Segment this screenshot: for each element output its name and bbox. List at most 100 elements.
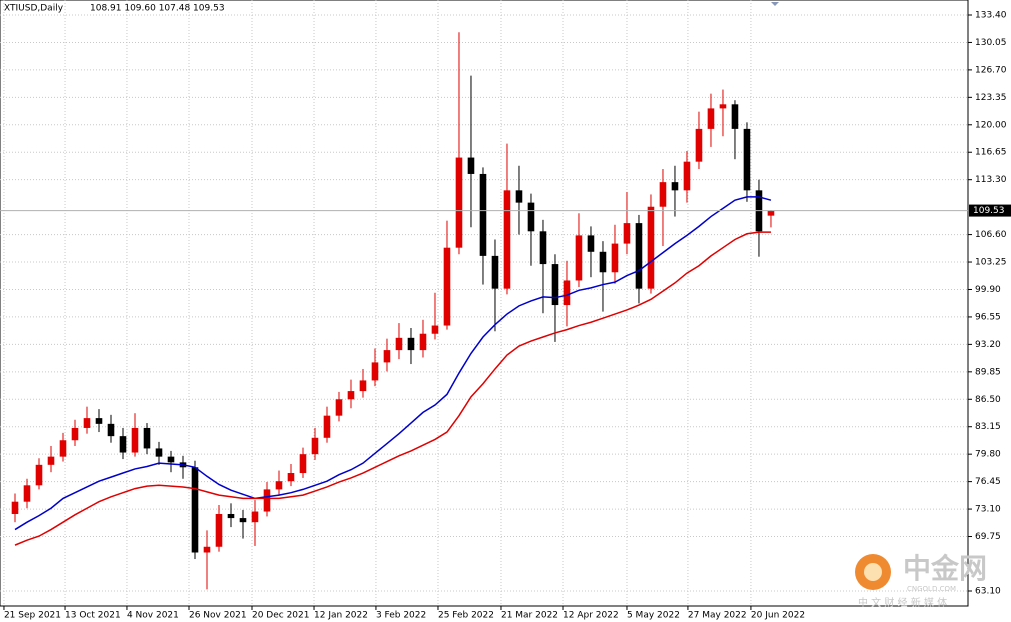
candle-body [419,333,427,351]
y-tick-label: 116.65 [975,148,1007,158]
candle-body [11,501,19,514]
candle-body [371,362,379,381]
candle-body [503,190,511,289]
y-tick-label: 120.00 [975,120,1007,130]
candle-body [551,264,559,306]
candle-body [707,108,715,129]
x-tick-label: 4 Nov 2021 [127,611,179,621]
candle-body [227,513,235,519]
candle-body [407,337,415,351]
candle-body [671,182,679,191]
x-tick-label: 20 Jun 2022 [751,611,805,621]
candle-body [431,325,439,334]
x-tick-label: 12 Jan 2022 [314,611,368,621]
candle-body [383,350,391,363]
candle-body [623,223,631,244]
x-tick-label: 26 Nov 2021 [189,611,247,621]
candle-body [515,190,523,203]
watermark: 中金网 CNGOLD.COM 中 文 财 经 新 媒 体 [855,552,987,609]
candle-body [455,157,463,248]
candle-body [167,456,175,463]
y-tick-label: 83.15 [975,422,1001,432]
y-tick-label: 130.05 [975,38,1007,48]
candle-body [323,415,331,438]
current-price-label: 109.53 [973,206,1005,216]
candle-body [635,223,643,289]
candle-body [767,210,775,216]
y-tick-label: 63.10 [975,587,1001,597]
moving-average-line [14,231,771,546]
moving-average-line [14,196,772,531]
candle-body [299,454,307,474]
candle-body [719,104,727,109]
x-tick-label: 20 Dec 2021 [252,611,310,621]
candle-body [311,437,319,455]
y-tick-label: 76.45 [975,477,1001,487]
candle-body [35,464,43,486]
candle-body [731,104,739,129]
candle-body [395,337,403,351]
y-tick-label: 103.25 [975,258,1007,268]
candle-body [215,513,223,547]
y-tick-label: 99.90 [975,285,1001,295]
candle-body [263,489,271,512]
ohlc-label: 108.91 109.60 107.48 109.53 [90,4,225,14]
watermark-domain: CNGOLD.COM [907,585,956,593]
candle-body [527,202,535,232]
candle-body [491,255,499,289]
candle-body [659,182,667,207]
candle-body [647,206,655,289]
candle-body [287,473,295,482]
y-tick-label: 96.55 [975,312,1001,322]
candle-body [275,481,283,490]
y-tick-label: 123.35 [975,93,1007,103]
candle-body [443,247,451,326]
candle-body [131,427,139,453]
candle-body [695,128,703,162]
candle-body [107,423,115,437]
candle-body [479,173,487,256]
candle-body [599,251,607,273]
y-tick-label: 73.10 [975,505,1001,515]
candle-body [83,418,91,428]
x-tick-label: 3 Feb 2022 [376,611,426,621]
y-tick-label: 113.30 [975,175,1007,185]
x-tick-label: 5 May 2022 [627,611,680,621]
candle-body [143,427,151,449]
candle-body [155,448,163,457]
candle-body [239,518,247,523]
candle-body [539,231,547,265]
candle-body [467,157,475,174]
candle-body [191,467,199,553]
candle-body [683,161,691,191]
y-tick-label: 133.40 [975,10,1007,20]
x-tick-label: 25 Feb 2022 [438,611,494,621]
watermark-brand: 中金网 [903,552,987,585]
watermark-tagline: 中 文 财 经 新 媒 体 [858,596,947,609]
x-tick-label: 12 Apr 2022 [563,611,619,621]
y-tick-label: 126.70 [975,65,1007,75]
candle-body [47,456,55,465]
candle-body [335,399,343,416]
candle-body [359,380,367,392]
y-tick-label: 79.80 [975,450,1001,460]
shift-marker [771,2,779,6]
candle-body [563,280,571,306]
plot-frame [0,0,969,607]
candle-body [59,440,67,457]
candle-body [743,128,751,191]
y-tick-label: 93.20 [975,340,1001,350]
candle-body [251,511,259,523]
y-tick-label: 86.50 [975,395,1001,405]
y-tick-label: 69.75 [975,532,1001,542]
candle-body [95,418,103,424]
y-tick-label: 106.60 [975,230,1007,240]
candle-body [611,243,619,273]
watermark-logo-inner [864,563,882,581]
candle-body [575,235,583,281]
x-tick-label: 13 Oct 2021 [65,611,121,621]
chart-title: XTIUSD,Daily [4,4,64,14]
x-tick-label: 21 Sep 2021 [4,611,61,621]
current-price-box [969,204,1011,217]
